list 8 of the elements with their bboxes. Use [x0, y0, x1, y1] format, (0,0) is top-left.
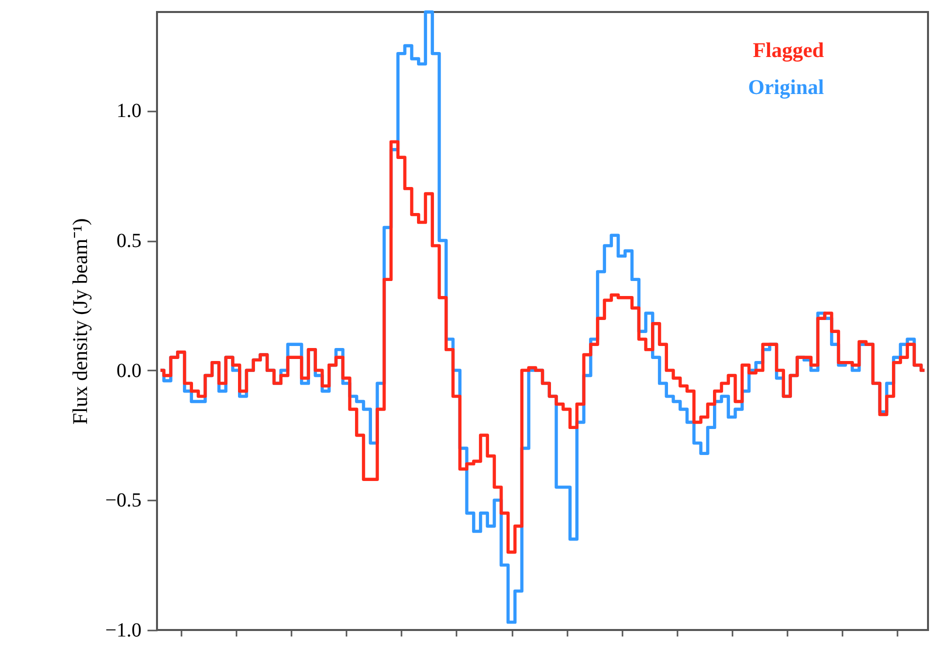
y-tick-label: 1.0 — [116, 100, 142, 122]
y-tick-label: 0.5 — [116, 230, 142, 252]
y-axis-title: Flux density (Jy beam⁻¹) — [68, 218, 92, 425]
y-tick-label: −1.0 — [105, 620, 142, 642]
y-tick-label: 0.0 — [116, 360, 142, 382]
y-tick-label: −0.5 — [105, 490, 142, 512]
text: Flagged — [752, 38, 824, 62]
text: Original — [748, 75, 824, 99]
